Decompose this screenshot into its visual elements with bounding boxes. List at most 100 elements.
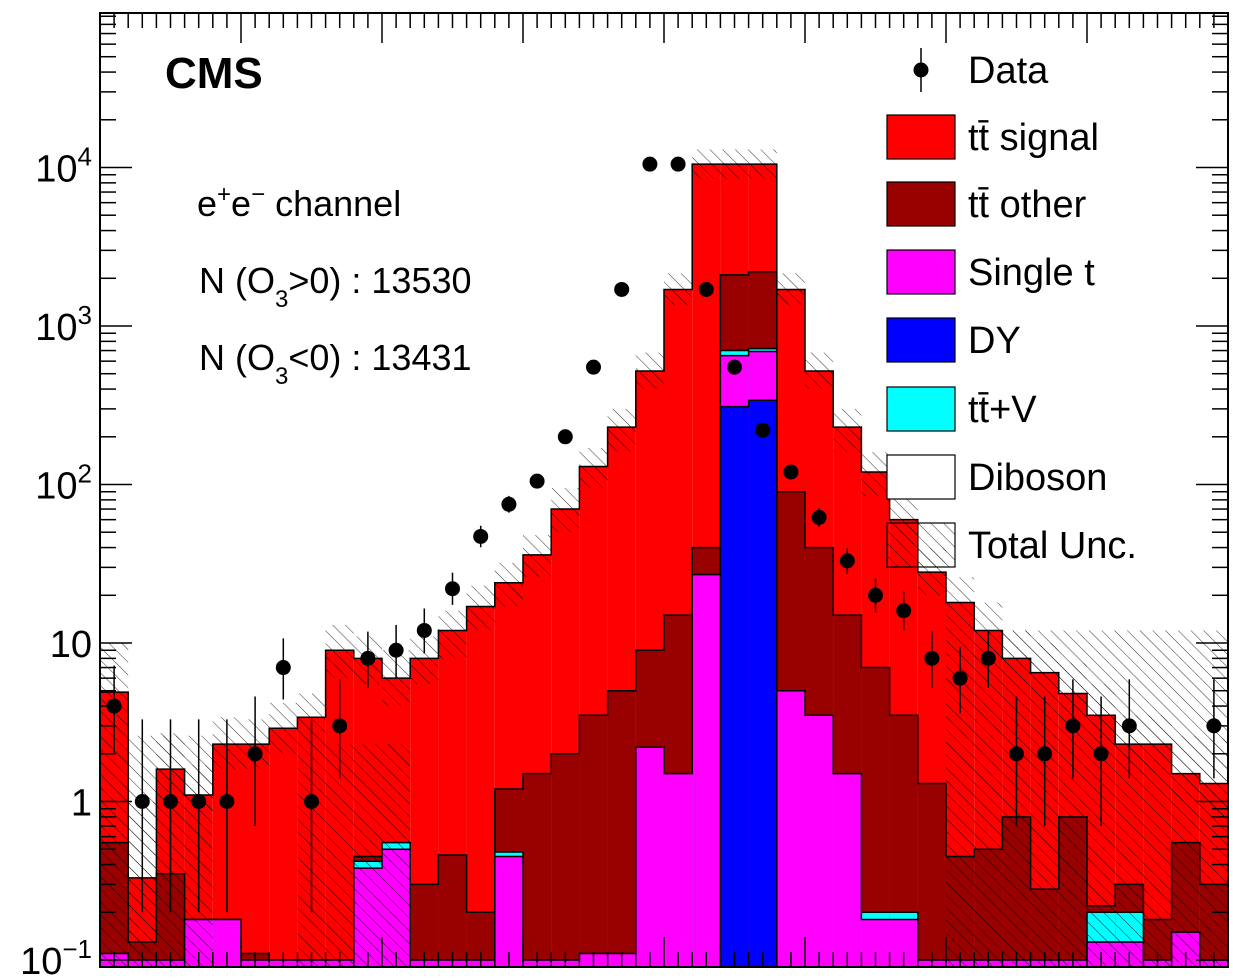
data-point — [360, 650, 376, 666]
unc-bin — [523, 535, 552, 578]
data-point — [670, 156, 686, 172]
unc-bin — [946, 577, 975, 631]
legend-entry-ttsignal: tt̄ signal — [886, 114, 1099, 160]
unc-bin — [551, 488, 580, 533]
bar-singlet — [833, 773, 862, 967]
data-point — [811, 509, 827, 525]
data-point — [586, 359, 601, 375]
data-point — [980, 650, 996, 666]
legend-entry-dy: DY — [886, 317, 1021, 363]
data-point — [416, 622, 432, 638]
legend: Data tt̄ signal tt̄ other Single t DY tt̄+V Di… — [886, 48, 1137, 568]
unc-bin — [833, 408, 862, 453]
bar-ttsignal — [466, 606, 495, 967]
data-point — [275, 660, 291, 676]
data-point — [304, 794, 319, 809]
bar-dy — [748, 400, 777, 967]
unc-low-region — [100, 735, 213, 967]
data-point — [473, 528, 489, 544]
unc-bin — [269, 702, 298, 754]
legend-entry-data: Data — [913, 48, 1049, 92]
y-tick-label: 10 — [50, 624, 92, 666]
data-point — [557, 429, 573, 445]
annotation-channel: e+e− channel — [197, 181, 401, 224]
bar-singlet — [776, 690, 805, 967]
data-point — [614, 281, 630, 297]
bar-singlet — [805, 715, 834, 967]
bar-ttother — [607, 690, 636, 967]
bar-ttsignal — [269, 728, 298, 967]
svg-text:N (O3>0) : 13530: N (O3>0) : 13530 — [199, 260, 472, 313]
unc-bin — [720, 149, 749, 179]
data-point — [219, 794, 235, 809]
legend-label: tt̄ other — [968, 184, 1087, 226]
bar-ttother — [438, 854, 467, 967]
data-point — [783, 464, 799, 480]
unc-bin — [776, 273, 805, 306]
unc-bin — [607, 408, 636, 453]
legend-label: Diboson — [968, 457, 1107, 499]
legend-entry-diboson: Diboson — [886, 454, 1107, 500]
legend-swatch — [886, 181, 956, 227]
unc-bin — [748, 149, 777, 179]
data-point — [952, 670, 968, 686]
data-point — [698, 281, 714, 297]
unc-bin — [494, 562, 523, 607]
svg-text:e+e− channel: e+e− channel — [197, 181, 401, 224]
data-point — [134, 794, 150, 809]
data-point — [388, 642, 404, 658]
data-point — [191, 794, 207, 809]
data-points — [106, 156, 1222, 913]
legend-label: Single t — [968, 252, 1095, 294]
legend-entry-ttother: tt̄ other — [886, 181, 1087, 227]
data-point — [755, 422, 771, 438]
unc-bin — [466, 585, 495, 631]
bar-ttother — [523, 773, 552, 967]
unc-low-region — [946, 630, 1228, 967]
legend-label: Total Unc. — [968, 525, 1137, 567]
data-point — [839, 553, 855, 569]
data-point — [1121, 718, 1137, 734]
annotation-nneg: N (O3<0) : 13431 — [199, 337, 472, 390]
legend-label: tt̄+V — [968, 389, 1037, 431]
data-point — [163, 794, 178, 809]
y-tick-label: 1 — [71, 783, 92, 825]
legend-marker — [913, 62, 929, 78]
data-point — [868, 587, 883, 603]
unc-bin — [438, 610, 467, 659]
legend-label: tt̄ signal — [968, 117, 1099, 159]
y-tick-label: 104 — [35, 142, 92, 191]
experiment-label: CMS — [165, 49, 263, 98]
annotation-npos: N (O3>0) : 13530 — [199, 260, 472, 313]
unc-bin — [805, 352, 834, 390]
legend-label: Data — [968, 50, 1049, 92]
bar-ttother — [917, 783, 946, 967]
unc-bin — [861, 452, 890, 496]
data-point — [896, 603, 912, 619]
legend-swatch — [886, 249, 956, 295]
data-point — [247, 746, 263, 762]
bar-singlet — [692, 574, 721, 967]
y-tick-label: 10−1 — [20, 934, 92, 978]
unc-low-region — [297, 744, 411, 967]
legend-swatch — [886, 454, 956, 500]
y-tick-label: 102 — [35, 459, 92, 508]
unc-bin — [692, 149, 721, 179]
bar-ttother — [579, 715, 608, 967]
data-point — [1037, 746, 1053, 762]
data-point — [332, 718, 348, 734]
legend-swatch — [886, 386, 956, 432]
legend-entry-ttv: tt̄+V — [886, 386, 1037, 432]
bar-singlet — [664, 773, 693, 967]
data-point — [1093, 746, 1109, 762]
data-point — [727, 359, 742, 375]
data-point — [1009, 746, 1024, 762]
data-point — [642, 156, 658, 172]
legend-swatch — [886, 114, 956, 160]
data-point — [445, 581, 460, 597]
bar-ttother — [551, 753, 580, 967]
unc-bin — [579, 447, 608, 489]
unc-bin — [664, 273, 693, 306]
y-tick-label: 103 — [35, 300, 92, 349]
